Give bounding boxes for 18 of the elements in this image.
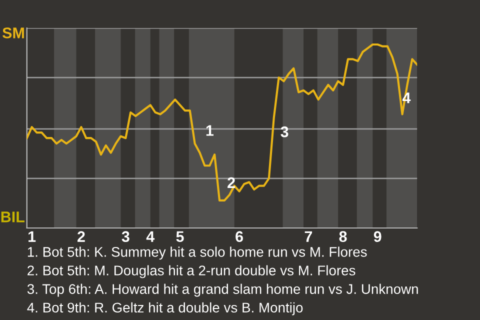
text: 4. Bot 9th: R. Geltz hit a double vs B. Montijo	[27, 302, 303, 316]
x-tick-label: 7	[304, 231, 312, 242]
x-tick-label: 1	[28, 231, 36, 242]
text: BIL	[1, 212, 24, 222]
annotation: 2	[228, 177, 235, 188]
text: 1. Bot 5th: K. Summey hit a solo home run vs M. Flores	[28, 246, 367, 260]
x-tick-label: 4	[146, 231, 155, 242]
annotation: 3	[280, 126, 288, 138]
x-tick-label: 2	[78, 231, 85, 242]
x-tick-label: 3	[122, 231, 130, 242]
x-tick-label: 6	[236, 231, 243, 242]
x-tick-label: 8	[339, 231, 347, 242]
text: 3. Top 6th: A. Howard hit a grand slam home run vs J. Unknown	[27, 284, 418, 297]
x-tick-label: 9	[374, 231, 382, 242]
text: 2. Bot 5th: M. Douglas hit a 2-run double vs M. Flores	[28, 265, 356, 278]
text: SM	[2, 28, 24, 38]
annotation: 1	[206, 125, 214, 136]
x-tick-label: 5	[176, 231, 184, 242]
